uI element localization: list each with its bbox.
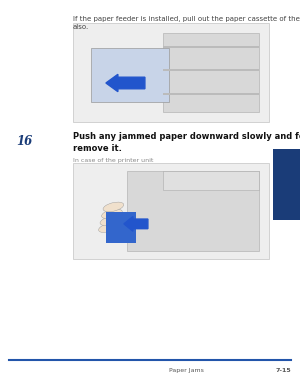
Text: 7-15: 7-15	[275, 368, 291, 373]
Text: If the paper feeder is installed, pull out the paper cassette of the paper feede: If the paper feeder is installed, pull o…	[73, 16, 300, 30]
Bar	[163, 93, 259, 95]
Text: Paper Jams: Paper Jams	[169, 368, 204, 373]
Text: In case of the printer unit: In case of the printer unit	[73, 158, 153, 163]
Ellipse shape	[98, 223, 119, 232]
Bar	[127, 171, 259, 251]
Bar	[91, 48, 169, 102]
Text: Troubleshooting: Troubleshooting	[284, 170, 289, 214]
Text: Push any jammed paper downward slowly and forcefully to
remove it.: Push any jammed paper downward slowly an…	[73, 132, 300, 153]
FancyArrow shape	[124, 217, 148, 231]
Bar	[273, 149, 300, 220]
Ellipse shape	[101, 209, 122, 218]
Bar	[163, 69, 259, 71]
Bar	[73, 163, 269, 259]
Bar	[163, 33, 259, 112]
Text: 16: 16	[16, 135, 33, 148]
Ellipse shape	[100, 216, 121, 225]
Bar	[163, 46, 259, 48]
Bar	[106, 212, 136, 243]
FancyArrow shape	[106, 74, 145, 91]
Bar	[73, 23, 269, 122]
Ellipse shape	[103, 202, 124, 212]
Bar	[163, 171, 259, 190]
Text: 7: 7	[282, 156, 291, 169]
